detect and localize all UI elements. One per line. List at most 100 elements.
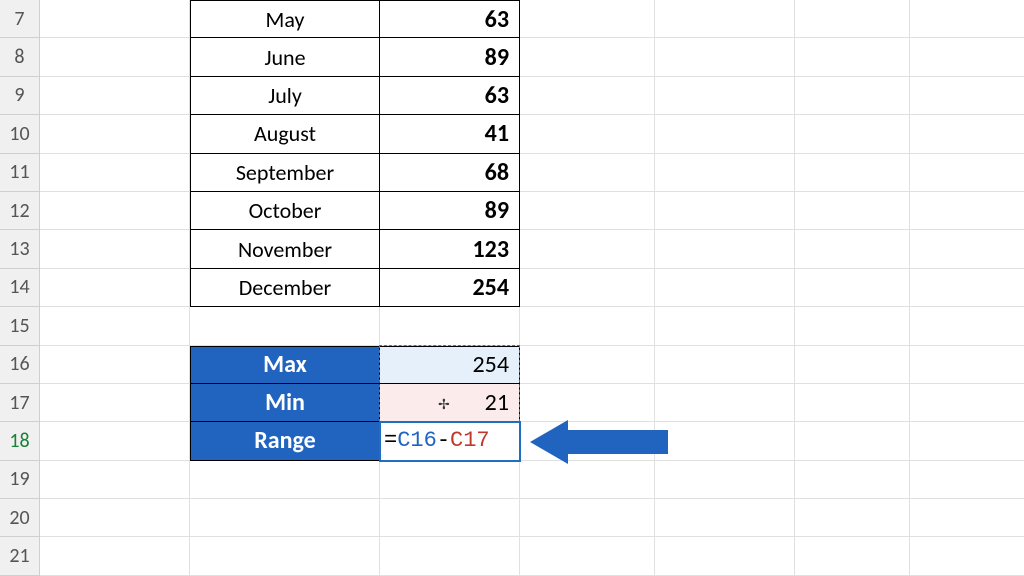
cell[interactable] <box>655 154 795 192</box>
cell[interactable] <box>520 269 655 307</box>
cell[interactable] <box>40 269 190 307</box>
cell[interactable] <box>795 307 910 345</box>
cell[interactable] <box>655 115 795 153</box>
cell[interactable] <box>910 346 1024 384</box>
cell[interactable] <box>190 307 380 345</box>
cell[interactable] <box>795 269 910 307</box>
month-cell[interactable]: October <box>190 192 380 230</box>
cell[interactable] <box>520 499 655 537</box>
cell[interactable] <box>910 38 1024 76</box>
cell[interactable] <box>520 38 655 76</box>
value-cell[interactable]: 41 <box>380 115 520 153</box>
cell[interactable] <box>520 192 655 230</box>
cell[interactable] <box>40 115 190 153</box>
cell[interactable] <box>40 0 190 38</box>
max-value[interactable]: 254 <box>380 346 520 384</box>
cell[interactable] <box>910 461 1024 499</box>
month-cell[interactable]: December <box>190 269 380 307</box>
min-value[interactable]: 21 <box>380 384 520 422</box>
cell[interactable] <box>380 307 520 345</box>
cell[interactable] <box>795 537 910 575</box>
value-cell[interactable]: 89 <box>380 192 520 230</box>
cell[interactable] <box>910 307 1024 345</box>
cell[interactable] <box>40 346 190 384</box>
spreadsheet-grid[interactable]: 7May638June899July6310August4111Septembe… <box>0 0 1024 576</box>
row-header[interactable]: 17 <box>0 384 40 422</box>
value-cell[interactable]: 254 <box>380 269 520 307</box>
cell[interactable] <box>380 537 520 575</box>
row-header[interactable]: 14 <box>0 269 40 307</box>
value-cell[interactable]: 89 <box>380 38 520 76</box>
cell[interactable] <box>40 230 190 268</box>
cell[interactable] <box>190 499 380 537</box>
cell[interactable] <box>795 499 910 537</box>
cell[interactable] <box>795 346 910 384</box>
cell[interactable] <box>380 499 520 537</box>
cell[interactable] <box>795 461 910 499</box>
cell[interactable] <box>795 384 910 422</box>
cell[interactable] <box>380 461 520 499</box>
cell[interactable] <box>520 384 655 422</box>
cell[interactable] <box>795 192 910 230</box>
cell[interactable] <box>520 461 655 499</box>
min-label[interactable]: Min <box>190 384 380 422</box>
cell[interactable] <box>655 384 795 422</box>
cell[interactable] <box>910 422 1024 460</box>
month-cell[interactable]: August <box>190 115 380 153</box>
cell[interactable] <box>795 230 910 268</box>
cell[interactable] <box>655 537 795 575</box>
cell[interactable] <box>520 77 655 115</box>
range-label[interactable]: Range <box>190 422 380 460</box>
value-cell[interactable]: 63 <box>380 77 520 115</box>
month-cell[interactable]: November <box>190 230 380 268</box>
cell[interactable] <box>910 0 1024 38</box>
cell[interactable] <box>910 77 1024 115</box>
row-header[interactable]: 13 <box>0 230 40 268</box>
value-cell[interactable]: 123 <box>380 230 520 268</box>
cell[interactable] <box>795 154 910 192</box>
cell[interactable] <box>520 230 655 268</box>
month-cell[interactable]: September <box>190 154 380 192</box>
cell[interactable] <box>40 38 190 76</box>
row-header[interactable]: 21 <box>0 537 40 575</box>
cell[interactable] <box>520 0 655 38</box>
row-header[interactable]: 9 <box>0 77 40 115</box>
cell[interactable] <box>795 422 910 460</box>
cell[interactable] <box>520 154 655 192</box>
cell[interactable] <box>40 192 190 230</box>
cell[interactable] <box>795 115 910 153</box>
cell[interactable] <box>40 499 190 537</box>
cell[interactable] <box>655 461 795 499</box>
cell[interactable] <box>190 461 380 499</box>
cell[interactable] <box>910 537 1024 575</box>
month-cell[interactable]: July <box>190 77 380 115</box>
cell[interactable] <box>40 461 190 499</box>
value-cell[interactable]: 68 <box>380 154 520 192</box>
cell[interactable] <box>910 230 1024 268</box>
cell[interactable] <box>655 307 795 345</box>
range-formula-cell[interactable]: =C16-C17 <box>380 422 520 460</box>
cell[interactable] <box>655 269 795 307</box>
row-header[interactable]: 15 <box>0 307 40 345</box>
row-header[interactable]: 11 <box>0 154 40 192</box>
row-header[interactable]: 18 <box>0 422 40 460</box>
value-cell[interactable]: 63 <box>380 0 520 38</box>
cell[interactable] <box>40 422 190 460</box>
cell[interactable] <box>40 537 190 575</box>
cell[interactable] <box>520 115 655 153</box>
cell[interactable] <box>520 537 655 575</box>
cell[interactable] <box>910 499 1024 537</box>
row-header[interactable]: 19 <box>0 461 40 499</box>
cell[interactable] <box>795 38 910 76</box>
cell[interactable] <box>655 38 795 76</box>
row-header[interactable]: 16 <box>0 346 40 384</box>
cell[interactable] <box>655 422 795 460</box>
cell[interactable] <box>655 192 795 230</box>
cell[interactable] <box>910 115 1024 153</box>
cell[interactable] <box>910 384 1024 422</box>
row-header[interactable]: 7 <box>0 0 40 38</box>
row-header[interactable]: 12 <box>0 192 40 230</box>
cell[interactable] <box>520 307 655 345</box>
max-label[interactable]: Max <box>190 346 380 384</box>
month-cell[interactable]: June <box>190 38 380 76</box>
